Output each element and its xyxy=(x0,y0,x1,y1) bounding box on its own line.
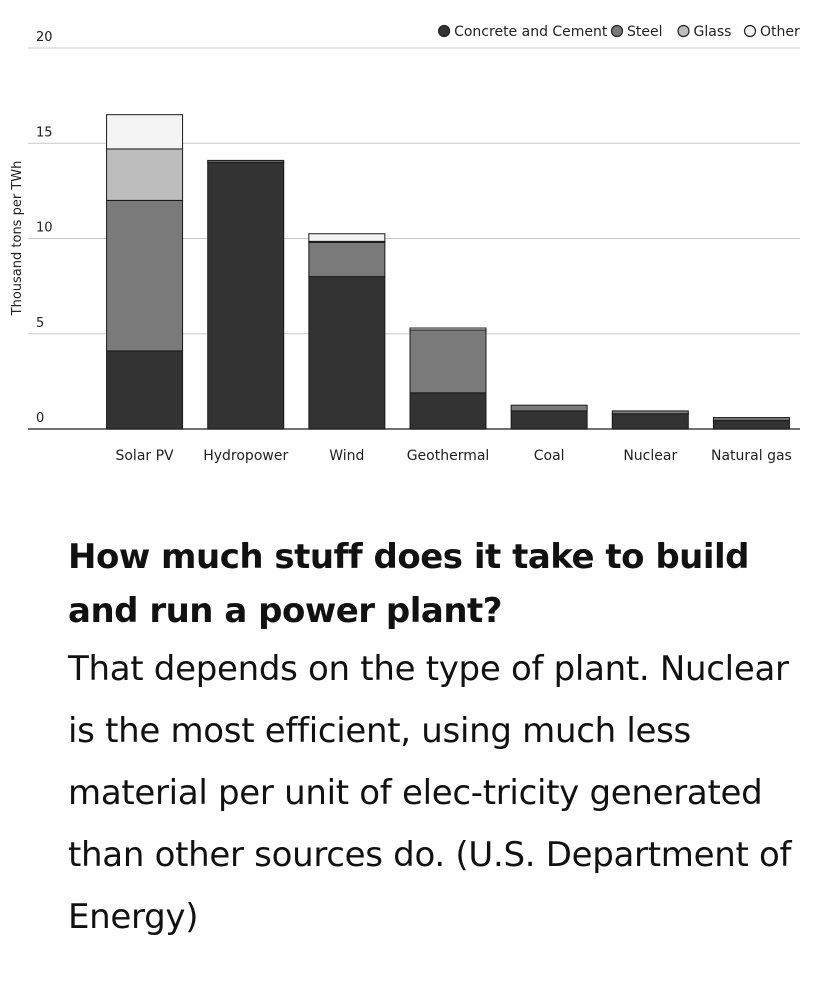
bar-segment xyxy=(712,419,790,430)
legend-label: Other xyxy=(760,24,800,40)
bar-segment xyxy=(308,276,386,430)
x-tick-label: Natural gas xyxy=(711,448,792,464)
y-axis-label: Thousand tons per TWh xyxy=(10,161,25,317)
y-tick-label: 5 xyxy=(36,316,44,331)
bar-segment xyxy=(409,329,487,394)
bar-segment xyxy=(207,161,285,430)
bar-segment xyxy=(611,410,689,415)
legend-label: Steel xyxy=(627,24,663,40)
legend-item: Glass xyxy=(677,24,732,40)
bar-segment xyxy=(611,413,689,430)
bar-segment xyxy=(409,327,487,331)
x-tick-label: Solar PV xyxy=(115,448,174,464)
caption: How much stuff does it take to build and… xyxy=(68,530,808,948)
bar-segment xyxy=(207,159,285,163)
bar-segment xyxy=(106,148,184,201)
bar-segment xyxy=(106,199,184,352)
legend-swatch xyxy=(610,24,624,38)
legend-item: Steel xyxy=(610,24,663,40)
y-tick-label: 15 xyxy=(36,125,53,140)
y-tick-label: 20 xyxy=(36,30,53,45)
bar-segment xyxy=(712,417,790,421)
x-tick-label: Wind xyxy=(329,448,364,464)
x-tick-label: Coal xyxy=(534,448,565,464)
legend: Other Glass Steel Concrete and Cement xyxy=(438,24,800,40)
y-tick-label: 0 xyxy=(36,411,44,426)
bar-segment xyxy=(106,114,184,150)
bar-segment xyxy=(308,233,386,242)
bar-segment xyxy=(106,350,184,430)
x-tick-label: Hydropower xyxy=(203,448,288,464)
caption-body: That depends on the type of plant. Nucle… xyxy=(68,649,792,937)
bar-chart: 0 5 10 15 20 Solar PV Hydropower Wind Geotherma… xyxy=(10,24,800,464)
bar-segment xyxy=(308,241,386,278)
x-tick-label: Geothermal xyxy=(407,448,490,464)
legend-item: Concrete and Cement xyxy=(438,24,608,40)
legend-label: Concrete and Cement xyxy=(454,24,608,40)
legend-swatch xyxy=(743,24,757,38)
y-tick-label: 10 xyxy=(36,221,53,236)
legend-item: Other xyxy=(743,24,800,40)
legend-swatch xyxy=(677,24,690,38)
x-tick-labels: Solar PV Hydropower Wind Geothermal Coal Nucl… xyxy=(115,448,791,464)
legend-label: Glass xyxy=(694,24,732,40)
bar-segment xyxy=(409,392,487,430)
bar-segment xyxy=(510,404,588,412)
bar-segment xyxy=(510,410,588,430)
legend-swatch xyxy=(438,24,451,38)
caption-heading: How much stuff does it take to build and… xyxy=(68,537,750,631)
x-tick-label: Nuclear xyxy=(623,448,677,464)
y-tick-labels: 0 5 10 15 20 xyxy=(36,30,53,426)
bars xyxy=(106,114,790,430)
